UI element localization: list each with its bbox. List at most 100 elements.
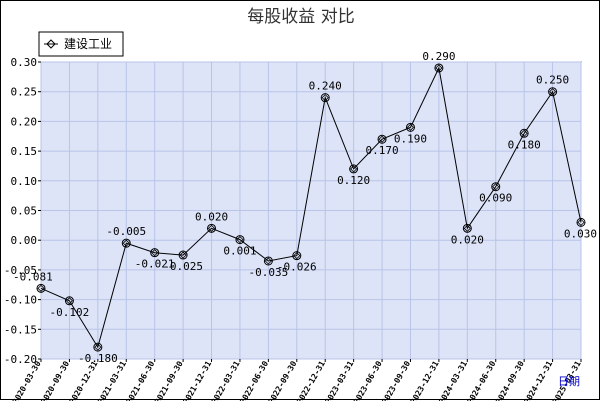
data-label: 0.290: [422, 50, 455, 63]
data-point-diamond: [37, 284, 45, 292]
data-point-diamond: [520, 129, 528, 137]
x-tick-label: 2023-09-30: [380, 359, 412, 401]
data-point: [434, 63, 444, 73]
y-tick-label: -0.05: [4, 264, 37, 277]
data-label: 0.001: [223, 245, 256, 258]
data-point: [349, 164, 359, 174]
x-tick-label: 2022-12-31: [295, 359, 327, 401]
data-point: [207, 223, 217, 233]
y-tick-label: 0.05: [11, 205, 38, 218]
data-label: 0.120: [337, 174, 370, 187]
data-point: [93, 342, 103, 352]
y-axis-ticks: 0.30 0.25 0.20 0.15 0.10 0.05 0.00 -0.05 -0.10 -0…: [4, 56, 41, 366]
data-point-diamond: [122, 239, 130, 247]
series-line-layer: [40, 66, 582, 349]
data-point-diamond: [236, 236, 244, 244]
x-tick-label: 2023-03-31: [323, 359, 355, 401]
data-point-diamond: [435, 64, 443, 72]
data-point-diamond: [350, 165, 358, 173]
data-label: -0.026: [277, 261, 317, 274]
x-axis-ticks: 2020-03-302020-09-302020-12-312021-03-31…: [11, 359, 583, 401]
data-point: [263, 256, 273, 266]
data-point-diamond: [406, 123, 415, 131]
data-point: [320, 93, 330, 103]
x-tick-label: 2020-12-31: [68, 359, 100, 401]
data-point: [491, 182, 501, 192]
x-tick-label: 2024-09-30: [494, 359, 526, 401]
data-point-diamond: [293, 252, 301, 260]
x-tick-label: 2022-06-30: [238, 359, 270, 401]
data-label: 0.240: [309, 80, 342, 93]
data-label: -0.102: [50, 306, 90, 319]
data-point: [462, 223, 472, 233]
data-label: -0.025: [163, 260, 203, 273]
x-tick-label: 2021-12-31: [181, 359, 213, 401]
x-tick-label: 2021-09-30: [153, 359, 185, 401]
data-point: [121, 238, 131, 248]
x-tick-label: 2022-03-31: [210, 359, 242, 401]
y-tick-label: 0.15: [11, 145, 38, 158]
data-point: [519, 128, 529, 138]
x-tick-label: 2024-06-30: [466, 359, 498, 401]
data-label: -0.035: [248, 266, 288, 279]
chart-title: 每股收益 对比: [247, 7, 354, 27]
y-tick-label: -0.20: [4, 353, 37, 366]
data-point-diamond: [549, 88, 557, 96]
data-label: -0.180: [78, 352, 118, 365]
data-label: -0.005: [106, 225, 146, 238]
data-label: 0.250: [536, 74, 569, 87]
x-tick-label: 2023-12-31: [409, 359, 441, 401]
y-tick-label: 0.20: [11, 115, 38, 128]
y-tick-label: 0.25: [11, 86, 38, 99]
legend-box: [38, 31, 124, 57]
data-point-diamond: [151, 249, 159, 257]
data-point-diamond: [577, 218, 585, 226]
data-label: 0.030: [564, 227, 597, 240]
data-label: 0.020: [195, 210, 228, 223]
data-point-diamond: [264, 257, 272, 265]
legend-marker-swatch: [46, 39, 56, 49]
series-line: [40, 66, 582, 349]
data-point-diamond: [94, 343, 102, 351]
data-label: 0.090: [479, 192, 512, 205]
data-point: [576, 217, 586, 227]
data-point: [36, 283, 46, 293]
data-point-diamond: [321, 94, 329, 102]
data-point: [235, 235, 245, 245]
x-tick-label: 2021-03-31: [96, 359, 128, 401]
legend: 建设工业: [38, 31, 124, 57]
y-tick-label: -0.10: [4, 294, 37, 307]
series-points-layer: [36, 63, 586, 352]
x-axis-label: 日期: [558, 375, 580, 388]
data-point-diamond: [65, 297, 73, 305]
data-point-diamond: [492, 183, 500, 191]
x-tick-label: 2024-03-31: [437, 359, 469, 401]
data-point: [377, 134, 387, 144]
data-point-diamond: [463, 224, 471, 232]
grid-layer: [40, 61, 582, 360]
x-tick-label: 2022-09-30: [267, 359, 299, 401]
legend-label: 建设工业: [64, 37, 112, 51]
data-label: 0.020: [451, 233, 484, 246]
data-point-diamond: [179, 251, 187, 259]
data-point: [64, 296, 74, 306]
data-point: [548, 87, 558, 97]
data-label: 0.170: [365, 144, 398, 157]
x-tick-label: 2023-06-30: [352, 359, 384, 401]
data-label: 0.190: [394, 132, 427, 145]
y-tick-label: 0.10: [11, 175, 38, 188]
data-labels-layer: -0.081 -0.102 -0.180 -0.005 -0.021-0.025 0.02…: [13, 50, 597, 365]
y-tick-label: 0.00: [11, 234, 38, 247]
x-tick-label: 2024-12-31: [522, 359, 554, 401]
data-point: [292, 251, 302, 261]
data-point-diamond: [207, 224, 216, 232]
x-tick-label: 2021-06-30: [125, 359, 157, 401]
y-tick-label: 0.30: [11, 56, 38, 69]
x-tick-label: 2020-09-30: [39, 359, 71, 401]
data-point: [405, 122, 415, 132]
y-tick-label: -0.15: [4, 323, 37, 336]
data-point-diamond: [378, 135, 386, 143]
data-label: -0.081: [13, 270, 53, 283]
